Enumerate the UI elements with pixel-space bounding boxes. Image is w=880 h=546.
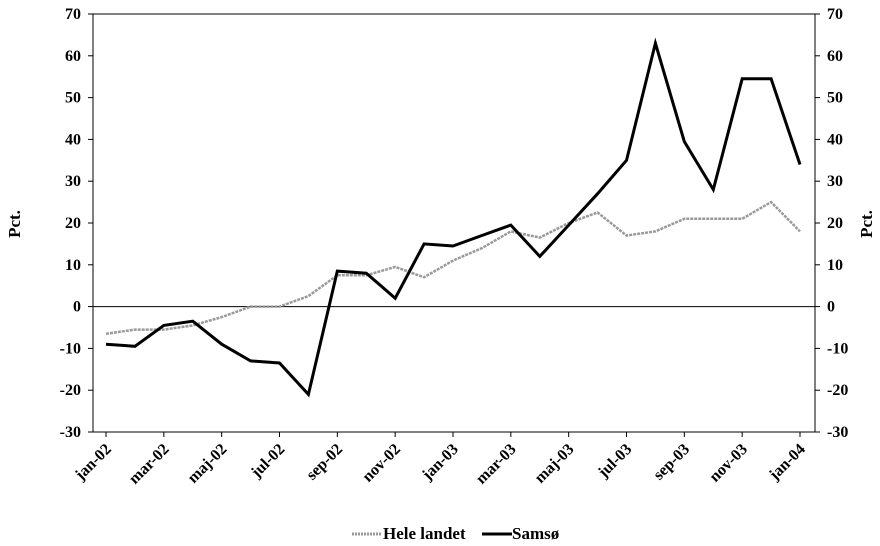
right-tick-label: 70 xyxy=(827,6,843,23)
left-y-axis: -30 -20 -10 0 10 20 30 40 50 60 70 xyxy=(60,6,93,441)
x-tick-label: jul-02 xyxy=(247,441,288,482)
series-line-hele-landet xyxy=(105,200,801,336)
x-tick-label: mar-03 xyxy=(473,441,520,488)
x-tick-label: nov-02 xyxy=(359,441,404,486)
x-tick-label: sep-02 xyxy=(303,441,346,484)
x-tick-label: jul-03 xyxy=(594,441,635,482)
x-tick-label: nov-03 xyxy=(706,441,751,486)
right-tick-label: 40 xyxy=(827,131,843,148)
right-tick-label: 20 xyxy=(827,215,843,232)
x-tick-label: jan-03 xyxy=(418,441,462,485)
plot-area xyxy=(92,13,816,433)
left-tick-label: 70 xyxy=(65,6,81,23)
right-y-axis-label: Pct. xyxy=(857,210,876,238)
series-layer xyxy=(105,37,802,398)
right-tick-label: -10 xyxy=(827,340,848,357)
legend: Hele landet Samsø xyxy=(352,524,559,543)
left-tick-label: -10 xyxy=(60,340,81,357)
left-tick-label: 30 xyxy=(65,173,81,190)
right-tick-label: -20 xyxy=(827,382,848,399)
x-axis: jan-02 mar-02 maj-02 jul-02 sep-02 nov-02 jan-… xyxy=(71,432,809,488)
right-tick-label: 50 xyxy=(827,90,843,107)
right-tick-label: 0 xyxy=(827,299,835,316)
right-y-axis: -30 -20 -10 0 10 20 30 40 50 60 70 xyxy=(815,6,848,441)
left-tick-label: -20 xyxy=(60,382,81,399)
x-tick-label: jan-04 xyxy=(765,441,809,485)
left-tick-label: 60 xyxy=(65,48,81,65)
right-tick-label: 10 xyxy=(827,257,843,274)
left-tick-label: 10 xyxy=(65,257,81,274)
right-tick-label: 60 xyxy=(827,48,843,65)
left-tick-label: -30 xyxy=(60,424,81,441)
x-tick-label: sep-03 xyxy=(650,441,693,484)
x-tick-label: maj-03 xyxy=(532,441,578,487)
x-tick-label: mar-02 xyxy=(126,441,173,488)
x-tick-label: maj-02 xyxy=(185,441,231,487)
right-tick-label: 30 xyxy=(827,173,843,190)
left-tick-label: 50 xyxy=(65,90,81,107)
right-tick-label: -30 xyxy=(827,424,848,441)
x-tick-label: jan-02 xyxy=(71,441,115,485)
left-tick-label: 0 xyxy=(73,299,81,316)
left-tick-label: 20 xyxy=(65,215,81,232)
legend-label-samso: Samsø xyxy=(512,524,559,543)
left-tick-label: 40 xyxy=(65,131,81,148)
legend-label-hele-landet: Hele landet xyxy=(383,524,466,543)
left-y-axis-label: Pct. xyxy=(5,210,24,238)
